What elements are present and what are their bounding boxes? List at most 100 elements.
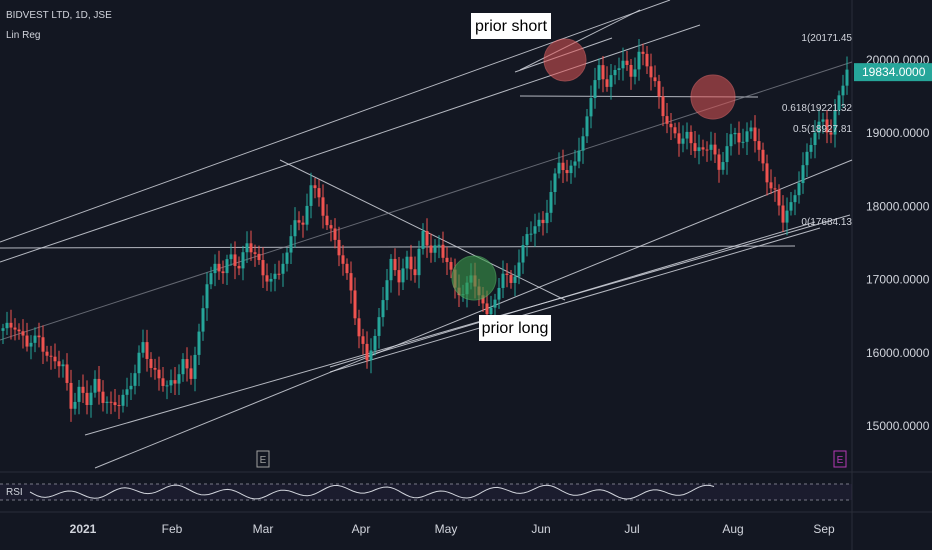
candle-body	[589, 98, 593, 117]
candle-body	[845, 69, 849, 86]
candle-body	[609, 75, 613, 87]
trend-line-0	[0, 0, 671, 243]
candle-body	[825, 119, 829, 133]
candle-body	[437, 244, 441, 246]
candle-body	[193, 354, 197, 379]
candle-body	[729, 134, 733, 147]
candle-body	[789, 202, 793, 211]
candle-body	[401, 268, 405, 283]
candle-body	[301, 222, 305, 225]
candle-body	[113, 402, 117, 406]
candle-body	[257, 253, 261, 261]
candle-body	[13, 327, 17, 330]
candle-body	[149, 358, 153, 368]
candle-body	[109, 401, 113, 403]
candle-body	[697, 147, 701, 152]
candle-body	[221, 271, 225, 274]
candle-body	[97, 378, 101, 392]
symbol-title: BIDVEST LTD, 1D, JSE	[6, 10, 112, 21]
candle-body	[133, 373, 137, 386]
candle-body	[237, 265, 241, 269]
x-tick-label: Jul	[624, 522, 639, 536]
candle-body	[33, 335, 37, 343]
candle-body	[681, 138, 685, 144]
candle-body	[381, 300, 385, 318]
candle-body	[173, 380, 177, 384]
candle-body	[53, 356, 57, 362]
candle-body	[297, 220, 301, 223]
candle-body	[77, 386, 81, 402]
candle-body	[145, 342, 149, 359]
candle-body	[269, 278, 273, 282]
candle-body	[505, 273, 509, 275]
earnings-marker-box	[833, 450, 847, 468]
candle-body	[413, 269, 417, 276]
rsi-line	[29, 484, 715, 500]
trend-line-9	[519, 9, 641, 71]
candle-body	[737, 132, 741, 143]
candle-body	[721, 162, 725, 170]
candle-body	[537, 219, 541, 227]
candle-body	[325, 215, 329, 226]
candle-body	[241, 252, 245, 269]
candle-body	[357, 318, 361, 337]
candle-body	[657, 81, 661, 97]
y-tick-label: 15000.0000	[866, 419, 930, 433]
candle-body	[369, 350, 373, 361]
candle-body	[577, 150, 581, 162]
candle-body	[285, 252, 289, 264]
candle-body	[233, 254, 237, 266]
candle-body	[425, 230, 429, 246]
candle-body	[141, 342, 145, 353]
candle-body	[249, 243, 253, 253]
candle-body	[645, 53, 649, 67]
trend-line-1	[0, 24, 701, 263]
candle-body	[157, 369, 161, 379]
candle-body	[17, 329, 21, 332]
candle-body	[541, 219, 545, 224]
candle-body	[1, 328, 5, 331]
trend-line-7	[0, 245, 796, 249]
candle-body	[73, 401, 77, 409]
candle-body	[673, 127, 677, 134]
candle-body	[593, 80, 597, 99]
fib-label: 0(17684.13	[801, 217, 852, 228]
candle-body	[621, 60, 625, 69]
candle-body	[101, 391, 105, 403]
candle-body	[793, 195, 797, 203]
candle-body	[717, 154, 721, 170]
trend-line-3	[94, 159, 853, 469]
candle-body	[377, 317, 381, 336]
candle-body	[565, 170, 569, 174]
fib-label: 0.5(18927.81	[793, 124, 852, 135]
candle-body	[25, 335, 29, 347]
candle-body	[489, 307, 493, 315]
candle-body	[581, 136, 585, 151]
candle-body	[585, 116, 589, 137]
candle-body	[181, 359, 185, 375]
earnings-marker: E	[260, 455, 267, 466]
x-tick-label: Apr	[352, 522, 371, 536]
candle-body	[521, 245, 525, 263]
candle-body	[433, 245, 437, 253]
candle-body	[557, 162, 561, 174]
candle-body	[277, 273, 281, 275]
candle-body	[65, 364, 69, 383]
x-tick-label: Feb	[162, 522, 183, 536]
candle-body	[205, 284, 209, 309]
candle-body	[837, 95, 841, 111]
candle-body	[373, 335, 377, 351]
candle-body	[649, 66, 653, 78]
candle-body	[117, 405, 121, 407]
candle-body	[785, 210, 789, 223]
candle-body	[449, 262, 453, 270]
x-tick-label: May	[435, 522, 458, 536]
candle-body	[225, 259, 229, 274]
candle-body	[313, 185, 317, 189]
candle-body	[93, 378, 97, 393]
candle-body	[805, 151, 809, 166]
candle-body	[125, 389, 129, 395]
candle-body	[397, 270, 401, 283]
rsi-label: RSI	[6, 487, 23, 498]
